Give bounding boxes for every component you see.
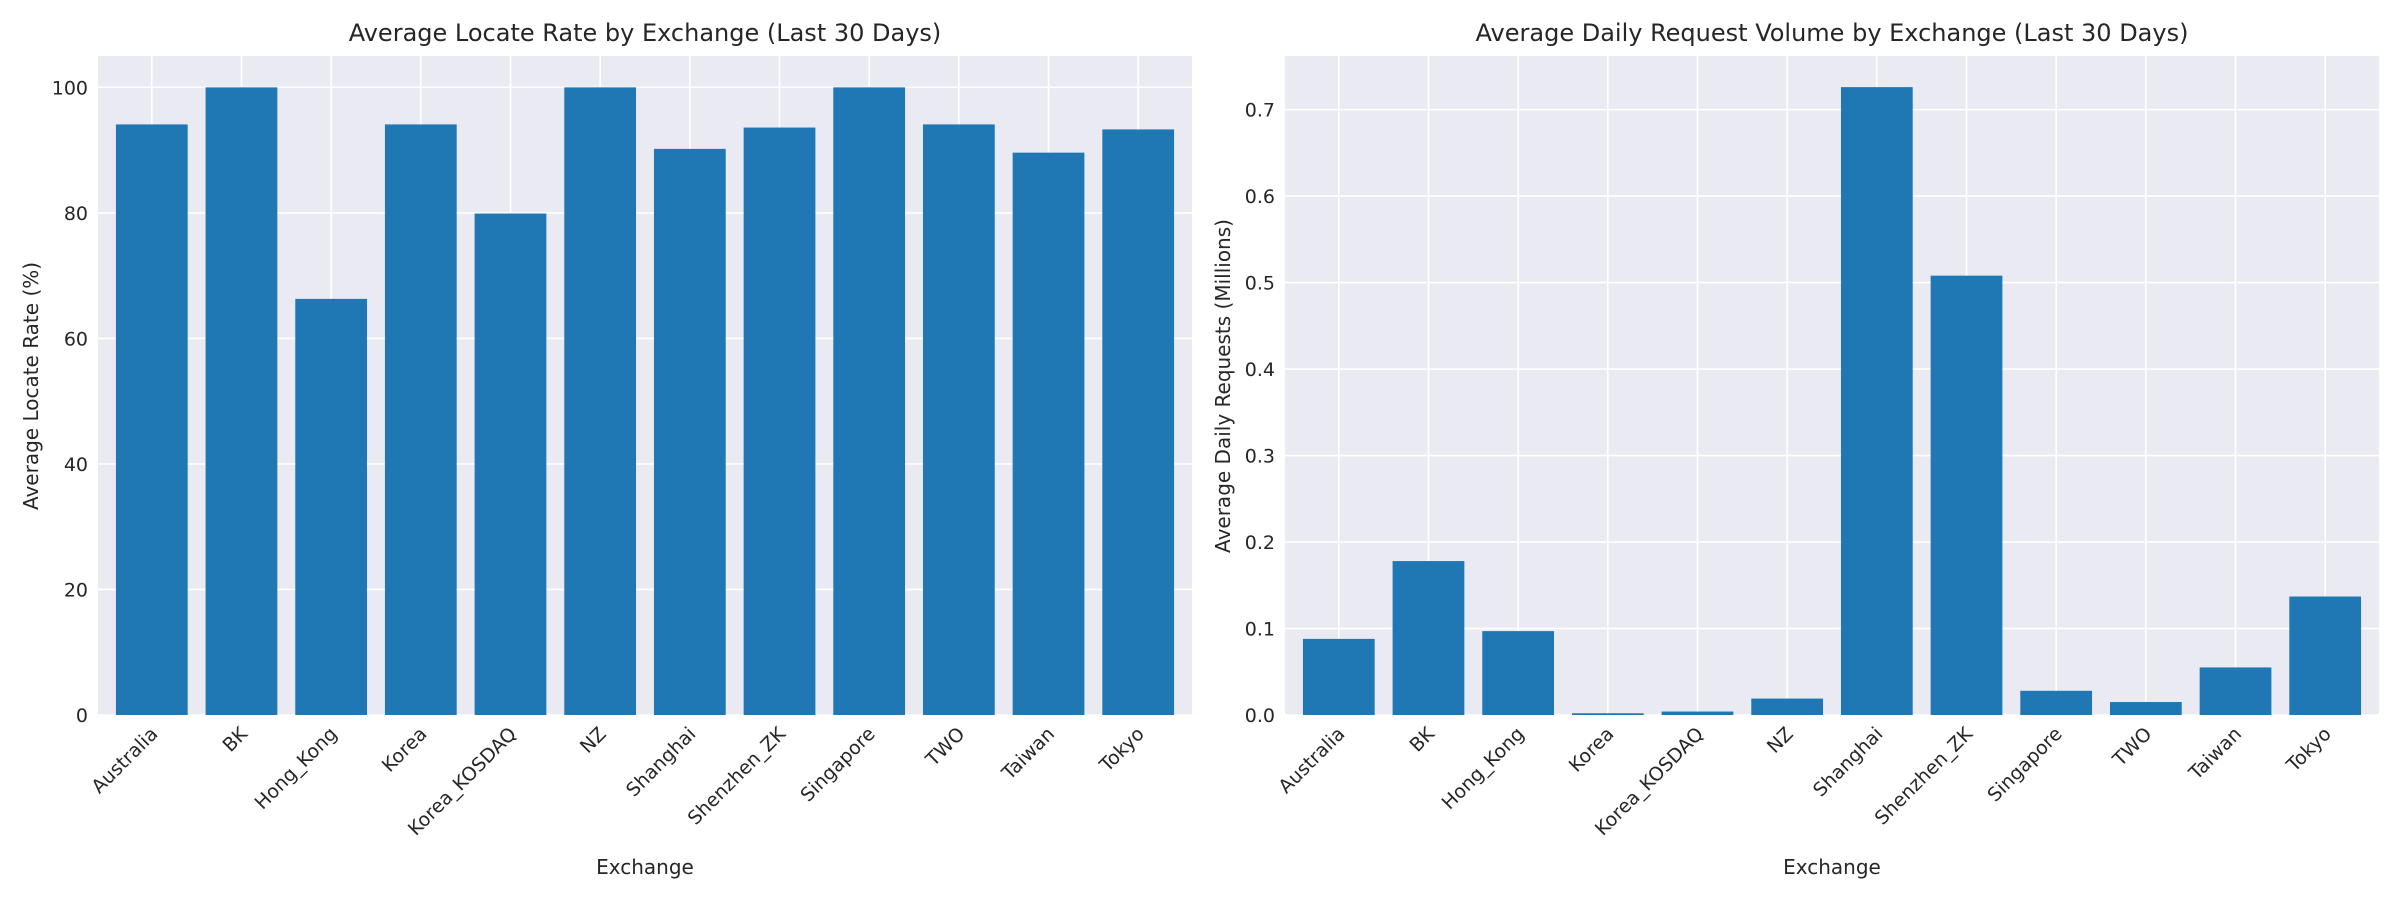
y-tick-label: 40 xyxy=(64,454,88,476)
y-tick-label: 0.5 xyxy=(1245,273,1275,295)
x-tick-label: Tokyo xyxy=(1095,723,1149,777)
chart-title: Average Locate Rate by Exchange (Last 30… xyxy=(349,19,942,47)
bars xyxy=(115,87,1175,716)
chart-request-volume: Average Daily Request Volume by Exchange… xyxy=(1211,19,2379,879)
x-tick-label: Korea xyxy=(1565,723,1619,777)
y-tick-label: 80 xyxy=(64,203,88,225)
x-tick-label: Tokyo xyxy=(2282,723,2336,777)
y-tick-label: 0.1 xyxy=(1245,619,1275,641)
bar-singapore xyxy=(2020,690,2093,715)
y-tick-label: 0.6 xyxy=(1245,186,1275,208)
x-tick-label: NZ xyxy=(576,723,611,758)
bar-australia xyxy=(115,124,188,716)
bar-tokyo xyxy=(2289,596,2362,715)
y-tick-label: 0 xyxy=(76,705,88,727)
y-tick-label: 0.3 xyxy=(1245,446,1275,468)
bar-singapore xyxy=(833,87,906,715)
x-tick-label: TWO xyxy=(921,723,969,771)
y-tick-label: 0.0 xyxy=(1245,705,1275,727)
y-tick-labels: 0 20 40 60 80 100 xyxy=(52,77,88,727)
y-tick-label: 60 xyxy=(64,328,88,350)
bar-nz xyxy=(564,87,637,715)
y-tick-label: 0.2 xyxy=(1245,532,1275,554)
bar-shenzhen-zk xyxy=(1930,275,2003,715)
bar-korea-kosdaq xyxy=(474,213,547,715)
x-tick-label: Shanghai xyxy=(1809,723,1887,801)
bar-korea xyxy=(384,124,457,716)
bar-taiwan xyxy=(2199,667,2272,715)
bar-shanghai xyxy=(653,148,726,715)
bar-tokyo xyxy=(1102,129,1175,716)
y-tick-label: 0.4 xyxy=(1245,359,1275,381)
bar-two xyxy=(922,124,995,716)
chart-locate-rate: Average Locate Rate by Exchange (Last 30… xyxy=(19,19,1192,879)
y-tick-label: 100 xyxy=(52,77,88,99)
x-tick-label: BK xyxy=(1405,723,1439,757)
x-tick-label: Australia xyxy=(87,723,162,798)
y-tick-label: 20 xyxy=(64,579,88,601)
x-tick-label: BK xyxy=(218,723,252,757)
x-axis-label: Exchange xyxy=(1783,855,1881,879)
x-tick-label: Singapore xyxy=(796,723,879,806)
chart-title: Average Daily Request Volume by Exchange… xyxy=(1476,19,2189,47)
bar-shanghai xyxy=(1840,87,1913,716)
bar-bk xyxy=(205,87,278,715)
x-axis-label: Exchange xyxy=(596,855,694,879)
x-tick-label: Hong_Kong xyxy=(1438,723,1529,814)
x-tick-label: Taiwan xyxy=(2184,723,2246,785)
bar-korea xyxy=(1571,713,1644,715)
bar-taiwan xyxy=(1012,152,1085,716)
bar-korea-kosdaq xyxy=(1661,711,1734,715)
plot-area xyxy=(1285,56,2379,715)
x-tick-label: Shanghai xyxy=(622,723,700,801)
bar-nz xyxy=(1751,698,1824,715)
x-tick-label: Taiwan xyxy=(997,723,1059,785)
bars xyxy=(1302,87,2362,716)
x-tick-label: Australia xyxy=(1274,723,1349,798)
x-tick-label: TWO xyxy=(2108,723,2156,771)
bar-shenzhen-zk xyxy=(743,127,816,715)
bar-hong-kong xyxy=(295,298,368,715)
gridlines xyxy=(1285,56,2379,716)
bar-hong-kong xyxy=(1482,631,1555,715)
x-tick-label: Korea xyxy=(378,723,432,777)
x-tick-label: Hong_Kong xyxy=(251,723,342,814)
plot-area xyxy=(98,56,1192,715)
bar-two xyxy=(2109,702,2182,715)
y-tick-label: 0.7 xyxy=(1245,100,1275,122)
y-tick-labels: 0.0 0.1 0.2 0.3 0.4 0.5 0.6 0.7 xyxy=(1245,100,1275,727)
y-axis-label: Average Locate Rate (%) xyxy=(19,262,43,510)
bar-bk xyxy=(1392,561,1465,715)
x-tick-label: NZ xyxy=(1763,723,1798,758)
bar-australia xyxy=(1302,638,1375,715)
y-axis-label: Average Daily Requests (Millions) xyxy=(1211,219,1235,553)
x-tick-label: Singapore xyxy=(1983,723,2066,806)
